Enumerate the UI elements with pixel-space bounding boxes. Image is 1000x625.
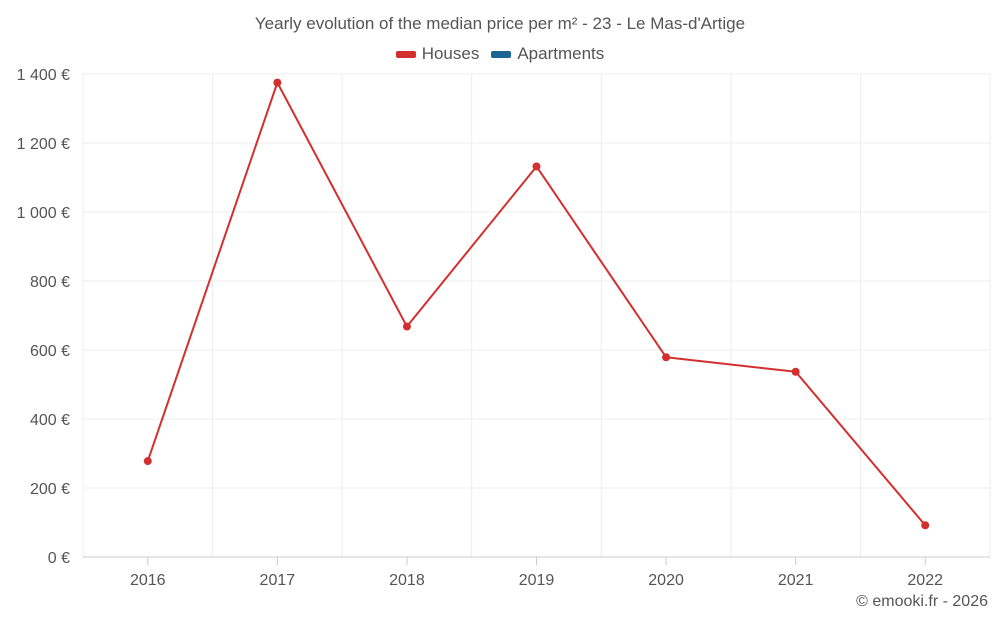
legend-item-apartments[interactable]: Apartments — [491, 44, 604, 64]
legend-item-houses[interactable]: Houses — [395, 44, 480, 64]
y-tick-label: 800 € — [30, 274, 70, 291]
data-point-houses — [532, 162, 541, 171]
y-tick-label: 400 € — [30, 412, 70, 429]
chart-title: Yearly evolution of the median price per… — [254, 14, 746, 33]
legend-label-houses: Houses — [421, 44, 480, 63]
data-point-houses — [402, 322, 411, 331]
data-point-houses — [791, 367, 800, 376]
y-tick-label: 0 € — [48, 550, 70, 567]
data-point-houses — [921, 521, 930, 530]
legend-swatch-apartments — [491, 50, 512, 58]
legend-label-apartments: Apartments — [517, 44, 605, 63]
y-tick-label: 200 € — [30, 481, 70, 498]
legend: Houses Apartments — [0, 44, 1000, 64]
x-tick-label: 2019 — [519, 572, 555, 589]
data-point-houses — [273, 78, 282, 87]
x-tick-label: 2017 — [260, 572, 296, 589]
series-line-houses — [146, 81, 926, 526]
y-tick-label: 1 400 € — [17, 67, 70, 84]
x-tick-label: 2021 — [778, 572, 814, 589]
data-point-houses — [662, 353, 671, 362]
y-tick-label: 1 000 € — [17, 205, 70, 222]
credit-text: © emooki.fr - 2026 — [856, 593, 988, 610]
x-tick-label: 2016 — [130, 572, 166, 589]
x-tick-label: 2022 — [907, 572, 943, 589]
y-tick-label: 600 € — [30, 343, 70, 360]
y-tick-label: 1 200 € — [17, 136, 70, 153]
x-tick-label: 2020 — [648, 572, 684, 589]
legend-swatch-houses — [395, 50, 416, 58]
data-point-houses — [143, 457, 152, 466]
x-tick-label: 2018 — [389, 572, 425, 589]
